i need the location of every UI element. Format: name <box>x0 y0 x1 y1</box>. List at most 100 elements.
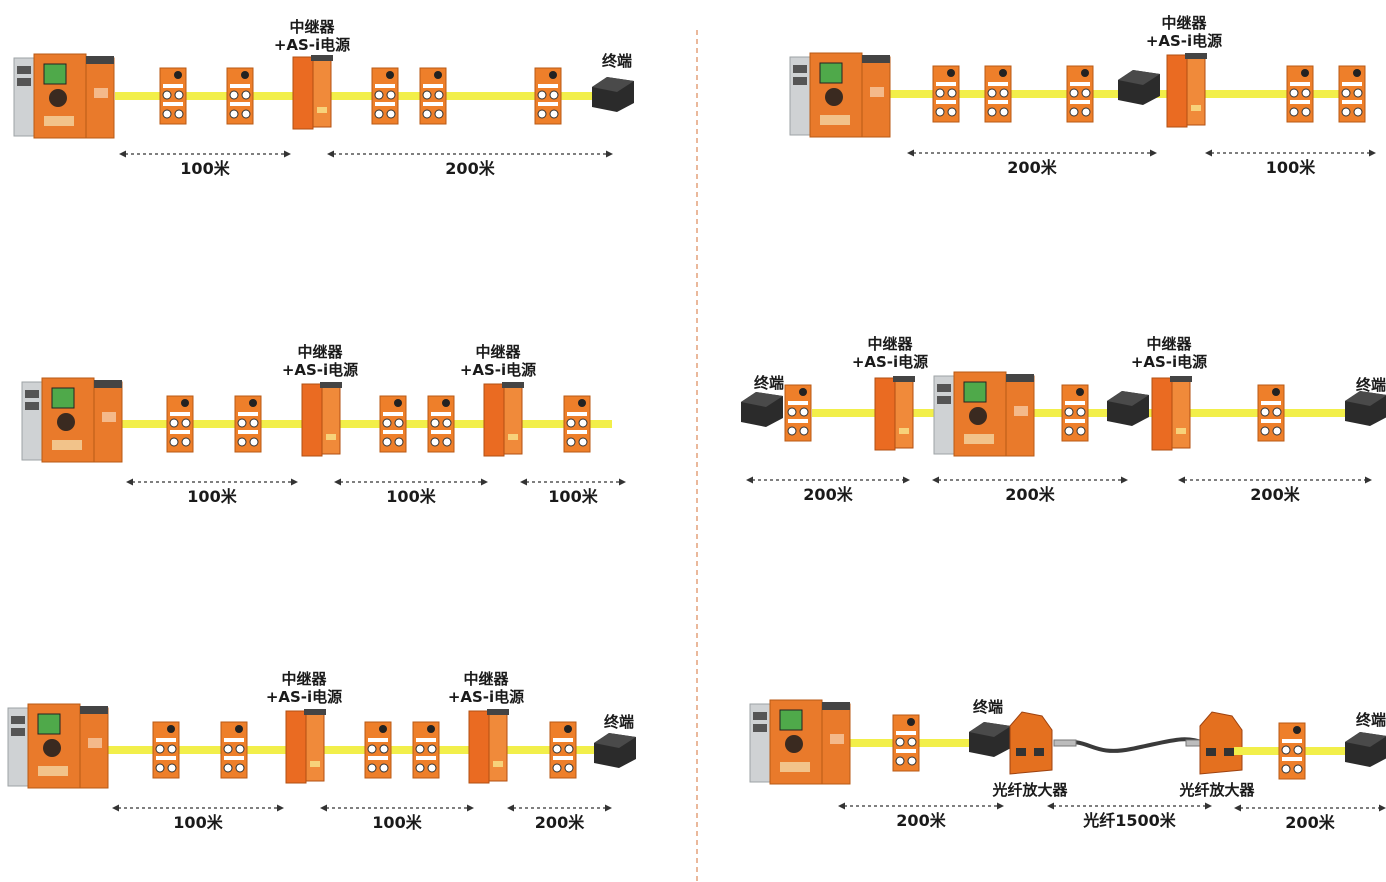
io-module-icon <box>892 714 920 772</box>
as-i-cable-line <box>812 409 1372 417</box>
distance-label: 100米 <box>187 487 237 506</box>
distance-dimension: 光纤1500米 <box>1047 802 1212 830</box>
as-i-cable-line <box>115 92 598 100</box>
distance-label: 200米 <box>1250 485 1300 504</box>
distance-label: 100米 <box>548 487 598 506</box>
repeater-power-supply-icon <box>1166 53 1207 128</box>
device-label: +AS-i电源 <box>448 688 524 706</box>
io-module-icon <box>364 721 392 779</box>
io-module-icon <box>1286 65 1314 123</box>
distance-dimension: 100米 <box>126 478 298 506</box>
io-module-icon <box>1257 384 1285 442</box>
device-label: 中继器 <box>289 18 335 36</box>
device-label: +AS-i电源 <box>266 688 342 706</box>
terminator-box-icon <box>594 733 636 768</box>
distance-dimension: 200米 <box>746 476 910 504</box>
device-label: 中继器 <box>297 343 343 361</box>
io-module-icon <box>234 395 262 453</box>
as-i-cable-line <box>122 420 612 428</box>
device-label: 中继器 <box>475 343 521 361</box>
device-label: +AS-i电源 <box>1131 353 1207 371</box>
distance-dimension: 100米 <box>112 804 284 832</box>
fiber-optic-cable-icon <box>1053 737 1209 753</box>
io-module-icon <box>534 67 562 125</box>
device-label: 中继器 <box>463 670 509 688</box>
as-i-master-controller-icon <box>21 377 123 463</box>
device-label: 终端 <box>602 52 632 70</box>
distance-dimension: 200米 <box>1178 476 1372 504</box>
io-module-icon <box>419 67 447 125</box>
io-module-icon <box>549 721 577 779</box>
distance-dimension: 200米 <box>932 476 1128 504</box>
io-module-icon <box>166 395 194 453</box>
device-label: 中继器 <box>867 335 913 353</box>
as-i-master-controller-icon <box>933 371 1035 457</box>
io-module-icon <box>563 395 591 453</box>
terminator-box-icon <box>592 77 634 112</box>
distance-dimension: 200米 <box>327 150 613 178</box>
io-module-icon <box>1066 65 1094 123</box>
device-label: 光纤放大器 <box>991 781 1068 799</box>
distance-label: 100米 <box>173 813 223 832</box>
io-module-icon <box>159 67 187 125</box>
distance-label: 100米 <box>386 487 436 506</box>
as-i-master-controller-icon <box>789 52 891 138</box>
device-label: 终端 <box>754 374 784 392</box>
io-module-icon <box>220 721 248 779</box>
distance-label: 200米 <box>1285 813 1335 832</box>
io-module-icon <box>932 65 960 123</box>
as-i-master-controller-icon <box>7 703 109 789</box>
distance-label: 200米 <box>535 813 585 832</box>
distance-label: 200米 <box>896 811 946 830</box>
distance-dimension: 100米 <box>520 478 626 506</box>
repeater-power-supply-icon <box>1151 376 1192 451</box>
distance-label: 200米 <box>445 159 495 178</box>
config-2: 中继器+AS-i电源 200米 100米 <box>789 14 1376 177</box>
device-label: 终端 <box>604 713 634 731</box>
distance-label: 200米 <box>803 485 853 504</box>
device-label: 终端 <box>1356 711 1386 729</box>
device-label: 中继器 <box>1161 14 1207 32</box>
io-module-icon <box>1338 65 1366 123</box>
terminator-box-icon <box>1345 732 1386 767</box>
terminator-box-icon <box>741 392 783 427</box>
device-label: +AS-i电源 <box>1146 32 1222 50</box>
distance-label: 200米 <box>1005 485 1055 504</box>
terminator-box-icon <box>969 722 1011 757</box>
distance-dimension: 100米 <box>334 478 488 506</box>
as-i-master-controller-icon <box>749 699 851 785</box>
distance-label: 200米 <box>1007 158 1057 177</box>
device-label: 光纤放大器 <box>1178 781 1255 799</box>
distance-dimension: 200米 <box>1234 804 1386 832</box>
io-module-icon <box>152 721 180 779</box>
distance-dimension: 200米 <box>838 802 1004 830</box>
distance-label: 100米 <box>180 159 230 178</box>
terminator-box-icon <box>1107 391 1149 426</box>
repeater-power-supply-icon <box>483 382 524 457</box>
repeater-power-supply-icon <box>301 382 342 457</box>
terminator-box-icon <box>1345 391 1386 426</box>
device-label: +AS-i电源 <box>460 361 536 379</box>
io-module-icon <box>379 395 407 453</box>
io-module-icon <box>1061 384 1089 442</box>
distance-label: 光纤1500米 <box>1082 811 1177 830</box>
terminator-box-icon <box>1118 70 1160 105</box>
io-module-icon <box>784 384 812 442</box>
device-label: +AS-i电源 <box>282 361 358 379</box>
device-label: +AS-i电源 <box>274 36 350 54</box>
distance-dimension: 100米 <box>119 150 291 178</box>
distance-label: 100米 <box>372 813 422 832</box>
io-module-icon <box>1278 722 1306 780</box>
distance-dimension: 100米 <box>1205 149 1376 177</box>
distance-label: 100米 <box>1266 158 1316 177</box>
repeater-power-supply-icon <box>285 709 326 784</box>
device-label: 终端 <box>1356 376 1386 394</box>
fiber-amplifier-icon <box>1009 711 1053 775</box>
distance-dimension: 200米 <box>907 149 1157 177</box>
